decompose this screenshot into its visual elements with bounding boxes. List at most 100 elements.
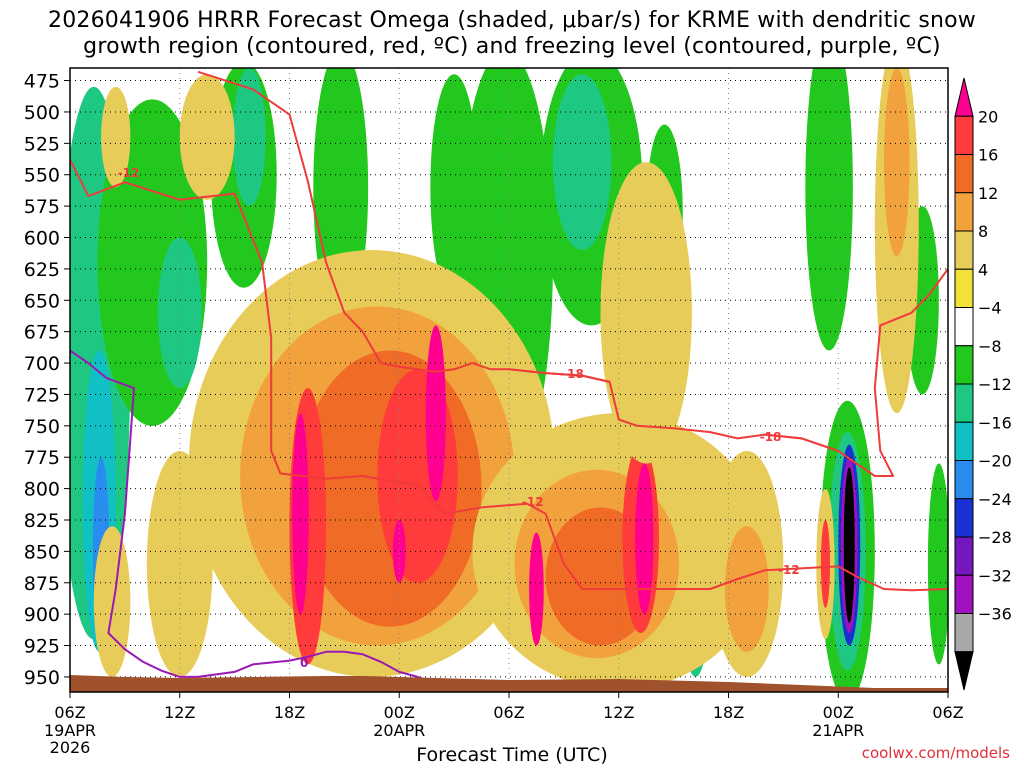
colorbar-swatch-10	[954, 460, 974, 500]
colorbar-label-1: 16	[978, 146, 998, 165]
colorbar-label-8: −16	[978, 413, 1012, 432]
y-tick-label-3: 550	[24, 165, 60, 187]
omega-region-w5	[157, 237, 202, 389]
colorbar-label-7: −12	[978, 375, 1012, 394]
colorbar-swatch-5	[954, 268, 974, 308]
terrain-ground	[70, 675, 948, 692]
x-tick-label-6: 18Z	[713, 703, 744, 722]
colorbar-swatch-3	[954, 192, 974, 232]
y-tick-label-8: 675	[24, 322, 60, 344]
omega-region-u16	[529, 532, 544, 646]
omega-region-u9	[425, 325, 446, 502]
colorbar-swatch-0	[954, 77, 974, 117]
y-tick-label-6: 625	[24, 259, 60, 281]
omega-region-u1	[93, 526, 131, 677]
y-axis-tick-labels: 475 500 525 550 575 600 625 650 675 700 725 750 775 8…	[24, 71, 70, 689]
y-tick-label-2: 525	[24, 133, 60, 155]
colorbar-legend: 20 16 12 8 4 −4 −8 −12 −16 −20 −24 −28 −32 −36	[954, 77, 1012, 691]
x-tick-label-2: 18Z	[274, 703, 305, 722]
x-tick-label-8: 06Z	[932, 703, 963, 722]
y-tick-label-17: 900	[24, 604, 60, 626]
y-tick-label-5: 600	[24, 227, 60, 249]
colorbar-swatch-1	[954, 115, 974, 155]
y-tick-label-9: 700	[24, 353, 60, 375]
contour-label-4: -12	[778, 563, 800, 577]
omega-region-u18	[724, 526, 769, 652]
y-tick-label-18: 925	[24, 636, 60, 658]
y-tick-label-0: 475	[24, 71, 60, 93]
y-tick-label-11: 750	[24, 416, 60, 438]
contour-label-5: 0	[300, 656, 308, 670]
chart-title: 2026041906 HRRR Forecast Omega (shaded, …	[0, 8, 1024, 60]
omega-region-w23	[927, 463, 948, 665]
dgz-contour-3	[764, 433, 839, 452]
y-tick-label-13: 800	[24, 479, 60, 501]
x-tick-date-3: 20APR	[373, 721, 425, 740]
x-tick-label-4: 06Z	[493, 703, 524, 722]
x-tick-label-1: 12Z	[164, 703, 195, 722]
x-tick-date-7: 21APR	[812, 721, 864, 740]
colorbar-label-3: 8	[978, 222, 988, 241]
colorbar-swatch-4	[954, 230, 974, 270]
colorbar-swatch-8	[954, 383, 974, 423]
colorbar-swatch-2	[954, 154, 974, 194]
omega-shading	[70, 68, 948, 692]
colorbar-swatch-6	[954, 307, 974, 347]
colorbar-label-4: 4	[978, 260, 988, 279]
colorbar-swatch-13	[954, 574, 974, 614]
y-tick-label-7: 650	[24, 290, 60, 312]
colorbar-swatch-14	[954, 613, 974, 653]
contour-label-3: -18	[760, 430, 782, 444]
y-tick-label-4: 575	[24, 196, 60, 218]
x-tick-label-3: 00Z	[384, 703, 415, 722]
colorbar-label-11: −28	[978, 528, 1012, 547]
contour-label-2: -12	[522, 495, 544, 509]
terrain-band	[70, 675, 948, 692]
colorbar-swatch-11	[954, 498, 974, 538]
x-axis-label: Forecast Time (UTC)	[416, 744, 608, 766]
omega-region-w21	[843, 467, 855, 623]
omega-region-u8	[292, 413, 309, 615]
omega-region-u21	[883, 68, 910, 257]
dgz-contour-2	[508, 368, 610, 383]
title-line-2: growth region (contoured, red, ºC) and f…	[83, 34, 941, 59]
colorbar-swatch-9	[954, 421, 974, 461]
contour-label-0: -12	[118, 166, 140, 180]
omega-region-u19	[600, 162, 692, 464]
contour-lines: -12 -18 -12 -18 -12 0	[70, 70, 948, 691]
omega-region-w7	[232, 68, 266, 207]
contour-label-1: -18	[562, 367, 584, 381]
colorbar-label-6: −8	[978, 337, 1002, 356]
colorbar-label-13: −36	[978, 605, 1012, 624]
colorbar-swatch-7	[954, 345, 974, 385]
title-line-1: 2026041906 HRRR Forecast Omega (shaded, …	[48, 8, 976, 33]
omega-region-u24	[820, 519, 831, 608]
omega-region-u22	[179, 74, 235, 200]
colorbar-label-10: −24	[978, 490, 1012, 509]
omega-region-u25	[101, 86, 131, 188]
colorbar-swatch-15	[954, 651, 974, 691]
x-tick-date-0: 19APR	[44, 721, 96, 740]
dgz-contour-0	[70, 159, 948, 592]
colorbar-label-5: −4	[978, 299, 1002, 318]
y-tick-label-1: 500	[24, 102, 60, 124]
site-credit: coolwx.com/models	[861, 744, 1010, 762]
dgz-contour-1	[197, 70, 948, 477]
y-tick-label-14: 825	[24, 510, 60, 532]
freezing-contour-0	[70, 349, 455, 691]
omega-region-u10	[392, 519, 406, 583]
x-tick-label-7: 00Z	[823, 703, 854, 722]
colorbar-swatch-12	[954, 536, 974, 576]
omega-region-w16	[805, 68, 853, 351]
y-tick-label-16: 875	[24, 573, 60, 595]
y-tick-label-10: 725	[24, 384, 60, 406]
y-tick-label-19: 950	[24, 667, 60, 689]
colorbar-label-12: −32	[978, 566, 1012, 585]
omega-region-w12	[552, 74, 612, 251]
x-tick-label-0: 06Z	[54, 703, 85, 722]
colorbar-label-9: −20	[978, 452, 1012, 471]
y-tick-label-15: 850	[24, 541, 60, 563]
colorbar-label-2: 12	[978, 184, 998, 203]
